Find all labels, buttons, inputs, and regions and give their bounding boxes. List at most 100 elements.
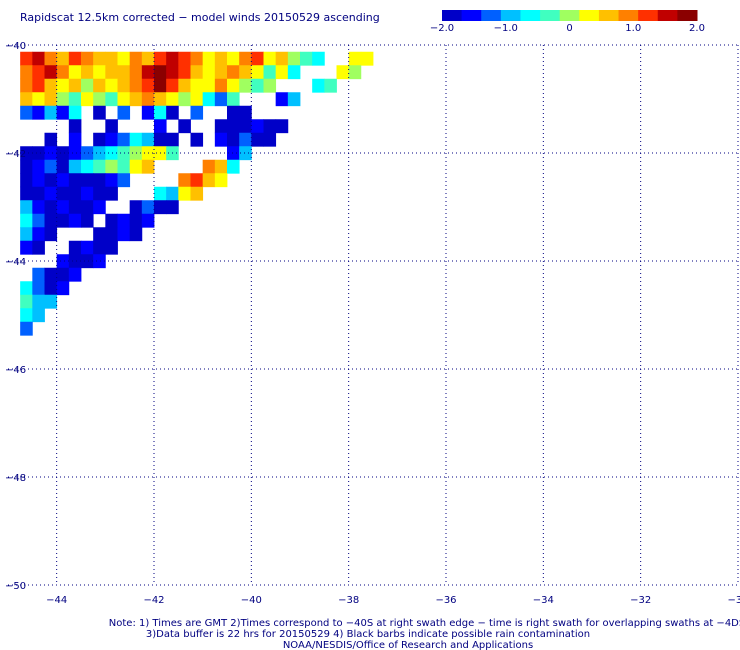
data-cell bbox=[312, 51, 325, 66]
data-cell bbox=[93, 200, 106, 215]
data-cell bbox=[32, 65, 45, 80]
data-cell bbox=[93, 51, 106, 66]
data-cell bbox=[227, 159, 240, 174]
data-cell bbox=[44, 159, 58, 174]
data-cell bbox=[275, 119, 289, 134]
data-cell bbox=[32, 281, 45, 296]
data-cell bbox=[105, 92, 118, 107]
colorbar-segment bbox=[461, 10, 482, 21]
colorbar-tick-label: −2.0 bbox=[430, 23, 454, 34]
colorbar-tick-label: 2.0 bbox=[689, 23, 705, 34]
data-cell bbox=[178, 186, 191, 201]
data-cell bbox=[56, 254, 70, 269]
data-cell bbox=[166, 132, 179, 147]
data-cell bbox=[275, 92, 289, 107]
data-cell bbox=[287, 65, 301, 80]
data-cell bbox=[32, 308, 45, 323]
data-cell bbox=[141, 200, 155, 215]
colorbar-segment bbox=[638, 10, 659, 21]
data-cell bbox=[44, 78, 58, 93]
data-cell bbox=[117, 146, 131, 161]
data-cell bbox=[44, 51, 58, 66]
data-cell bbox=[93, 105, 106, 120]
data-cell bbox=[141, 78, 155, 93]
data-cell bbox=[32, 213, 45, 228]
data-cell bbox=[44, 294, 58, 309]
data-cell bbox=[178, 65, 191, 80]
data-cell bbox=[129, 146, 143, 161]
data-cell bbox=[93, 146, 106, 161]
data-cell bbox=[105, 173, 118, 188]
data-cell bbox=[141, 213, 155, 228]
data-cell bbox=[68, 78, 82, 93]
data-cell bbox=[251, 78, 264, 93]
colorbar-segment bbox=[598, 10, 620, 21]
data-cell bbox=[129, 159, 143, 174]
colorbar-segment bbox=[657, 10, 678, 21]
data-cell bbox=[105, 51, 118, 66]
data-cell bbox=[68, 186, 82, 201]
data-cell bbox=[214, 132, 228, 147]
data-cell bbox=[263, 78, 277, 93]
data-cell bbox=[214, 173, 228, 188]
data-cell bbox=[81, 159, 94, 174]
y-tick-label: −48 bbox=[5, 473, 26, 484]
y-tick-label: −42 bbox=[5, 149, 26, 160]
data-cell bbox=[263, 65, 277, 80]
data-cell bbox=[202, 173, 216, 188]
data-cell bbox=[68, 146, 82, 161]
data-cell bbox=[32, 173, 45, 188]
data-cell bbox=[336, 65, 350, 80]
data-cell bbox=[178, 173, 191, 188]
note-line-3: NOAA/NESDIS/Office of Research and Appli… bbox=[283, 640, 533, 650]
data-cell bbox=[32, 240, 45, 255]
data-cell bbox=[20, 213, 33, 228]
colorbar-tick-label: 0 bbox=[566, 23, 572, 34]
data-cell bbox=[32, 51, 45, 66]
data-cell bbox=[32, 200, 45, 215]
data-cell bbox=[117, 65, 131, 80]
data-cell bbox=[56, 92, 70, 107]
x-tick-label: −30 bbox=[727, 595, 740, 606]
data-cell bbox=[81, 240, 94, 255]
colorbar-segment bbox=[520, 10, 541, 21]
data-cell bbox=[56, 146, 70, 161]
data-cell bbox=[275, 51, 289, 66]
data-cell bbox=[300, 51, 313, 66]
data-cell bbox=[20, 146, 33, 161]
data-cell bbox=[105, 65, 118, 80]
data-cell bbox=[239, 78, 252, 93]
data-cell bbox=[56, 159, 70, 174]
colorbar-tick-label: −1.0 bbox=[494, 23, 518, 34]
colorbar-segment bbox=[540, 10, 561, 21]
colorbar-segment bbox=[481, 10, 502, 21]
data-cell bbox=[68, 267, 82, 282]
data-cell bbox=[93, 78, 106, 93]
data-cell bbox=[68, 159, 82, 174]
data-cell bbox=[81, 200, 94, 215]
data-cell bbox=[129, 200, 143, 215]
data-cell bbox=[324, 78, 337, 93]
data-cell bbox=[154, 51, 167, 66]
data-cell bbox=[68, 213, 82, 228]
data-cell bbox=[32, 227, 45, 242]
x-tick-labels: −44 −42 −40 −38 −36 −34 −32 −30 bbox=[46, 595, 740, 606]
data-cell bbox=[275, 65, 289, 80]
colorbar-segment bbox=[579, 10, 600, 21]
data-cell bbox=[141, 51, 155, 66]
data-cell bbox=[56, 186, 70, 201]
data-cell bbox=[129, 227, 143, 242]
data-cell bbox=[239, 146, 252, 161]
data-cell bbox=[81, 186, 94, 201]
data-cell bbox=[190, 78, 204, 93]
data-cell bbox=[81, 78, 94, 93]
data-cell bbox=[129, 213, 143, 228]
data-cell bbox=[56, 173, 70, 188]
data-cell bbox=[20, 51, 33, 66]
x-tick-label: −42 bbox=[143, 595, 164, 606]
data-cell bbox=[105, 186, 118, 201]
data-cell bbox=[56, 267, 70, 282]
data-cell bbox=[239, 51, 252, 66]
data-cell bbox=[166, 200, 179, 215]
